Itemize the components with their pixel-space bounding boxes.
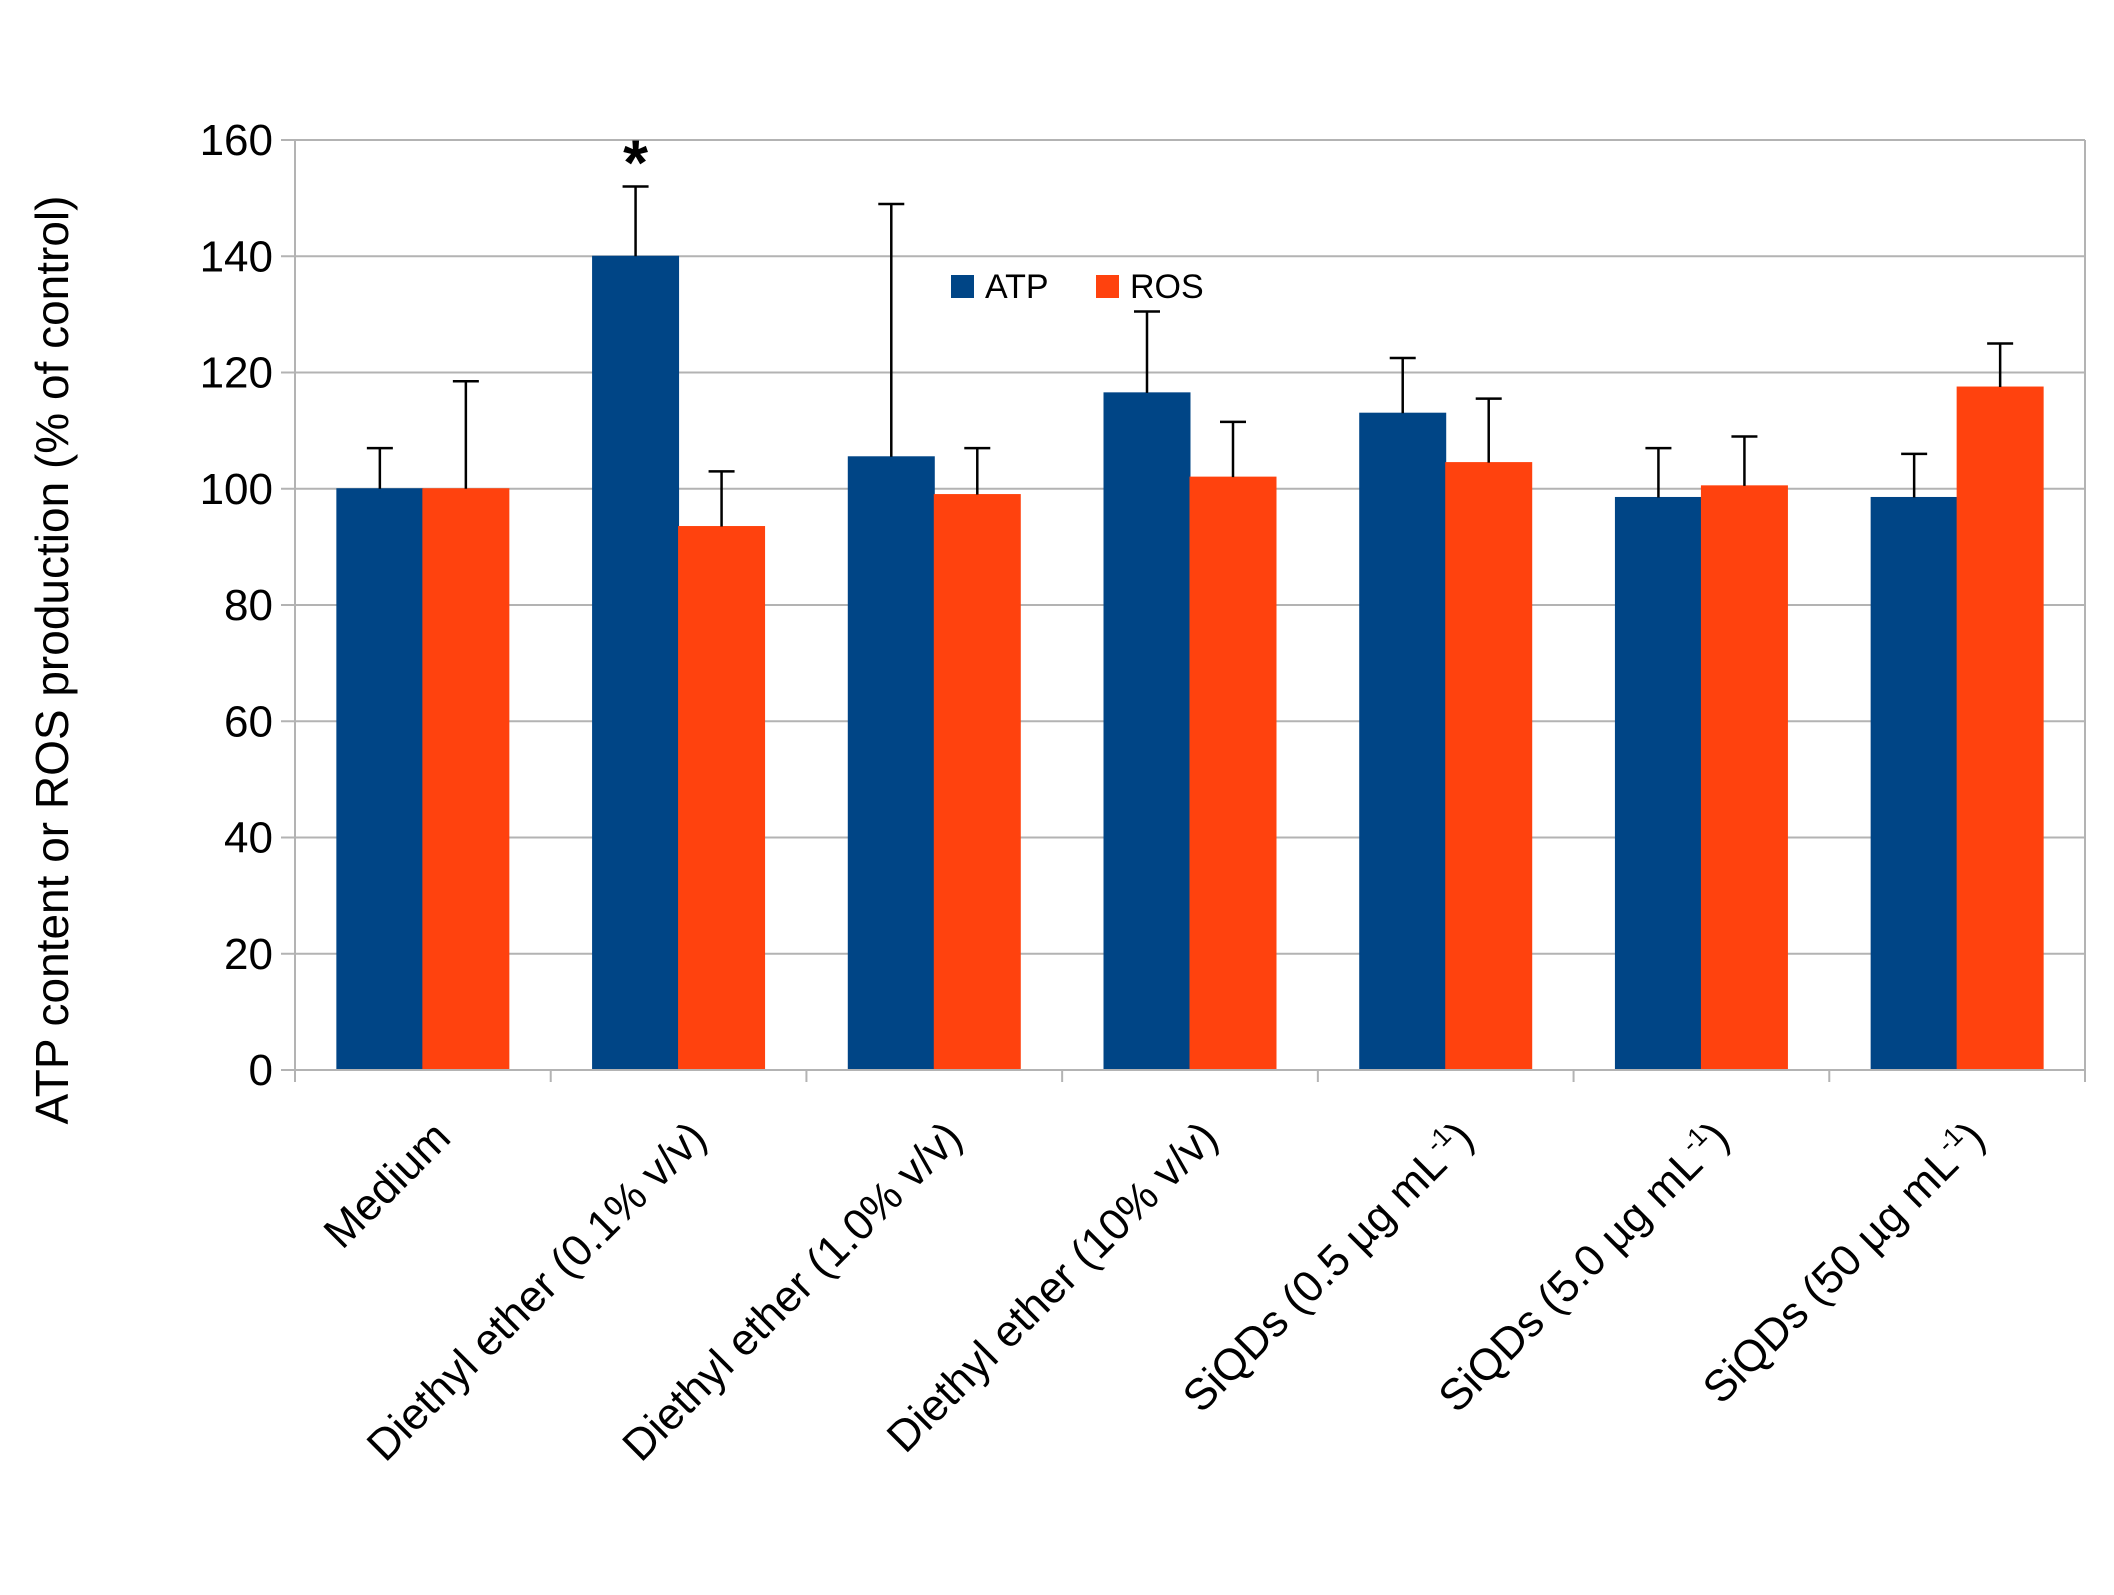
bar-atp <box>1359 412 1447 1071</box>
x-tick-label: Medium <box>315 1112 460 1257</box>
bar-ros <box>933 494 1021 1071</box>
bar-ros <box>1700 485 1788 1071</box>
legend: ATP ROS <box>951 268 1204 306</box>
legend-label-atp: ATP <box>985 268 1049 306</box>
y-tick-label: 60 <box>224 697 273 746</box>
y-tick-label: 0 <box>249 1046 273 1095</box>
x-tick-label: SiQDs (0.5 µg mL-1) <box>1171 1110 1482 1421</box>
bar-atp <box>1870 496 1958 1071</box>
y-tick-label: 120 <box>200 349 273 398</box>
bar-ros <box>422 488 510 1071</box>
significance-marker: * <box>623 127 648 199</box>
bars <box>336 255 2044 1071</box>
legend-swatch-ros <box>1096 275 1119 298</box>
bar-atp <box>1103 392 1191 1071</box>
bar-atp <box>847 456 935 1071</box>
y-tick-label: 160 <box>200 116 273 165</box>
error-bars <box>366 185 2014 527</box>
legend-swatch-atp <box>951 275 974 298</box>
y-tick-label: 80 <box>224 581 273 630</box>
bar-atp <box>592 255 680 1071</box>
axes <box>281 139 2086 1082</box>
y-tick-label: 40 <box>224 814 273 863</box>
bar-ros <box>1189 476 1277 1071</box>
legend-label-ros: ROS <box>1130 268 1204 306</box>
bar-ros <box>1445 462 1533 1071</box>
y-tick-label: 100 <box>200 465 273 514</box>
bar-ros <box>1956 386 2044 1071</box>
bar-atp <box>336 488 424 1071</box>
y-axis-label: ATP content or ROS production (% of cont… <box>26 196 78 1125</box>
x-tick-label: SiQDs (50 µg mL-1) <box>1691 1110 1994 1413</box>
bar-atp <box>1614 496 1702 1071</box>
y-tick-label: 140 <box>200 232 273 281</box>
y-tick-label: 20 <box>224 930 273 979</box>
x-tick-label: SiQDs (5.0 µg mL-1) <box>1427 1110 1738 1421</box>
bar-ros <box>678 526 766 1071</box>
